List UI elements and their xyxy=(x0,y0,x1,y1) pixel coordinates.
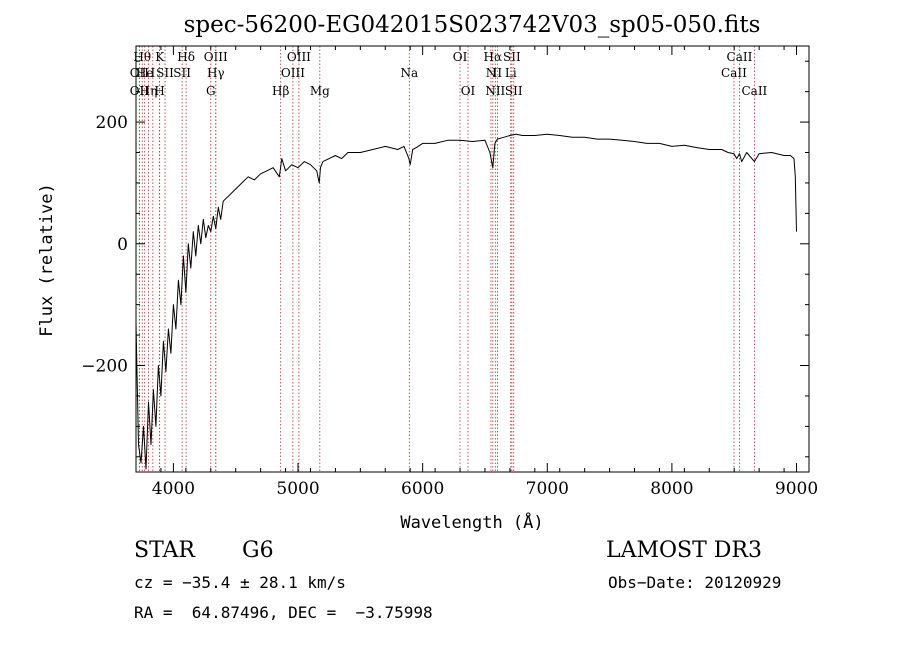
spectral-line-label: I xyxy=(150,66,155,80)
spectral-line-label: Mg xyxy=(310,84,330,98)
observation-date: Obs−Date: 20120929 xyxy=(608,573,782,592)
spectral-line-label: CaII xyxy=(721,66,747,80)
spectral-line-label: Hβ xyxy=(272,84,289,98)
spectral-line-label: Na xyxy=(400,66,418,80)
spectral-line-label: SII xyxy=(505,84,523,98)
spectral-line-label: SII xyxy=(503,50,521,64)
spectral-line-label: OIII xyxy=(287,50,311,64)
spectral-line-label: CaII xyxy=(741,84,767,98)
y-axis-label: Flux (relative) xyxy=(37,183,57,337)
x-tick-label: 8000 xyxy=(650,479,693,499)
chart-title: spec-56200-EG042015S023742V03_sp05-050.f… xyxy=(184,12,761,38)
spectral-line-label: OI xyxy=(453,50,468,64)
object-class: STAR xyxy=(134,538,195,563)
object-subclass: G6 xyxy=(242,538,274,563)
spectral-line-label: OII xyxy=(130,66,150,80)
spectral-line-label: Hγ xyxy=(207,66,225,80)
spectral-line-label: SII xyxy=(173,66,191,80)
spectral-line-label: Hη xyxy=(140,84,158,98)
spectral-line-label: K xyxy=(155,50,165,64)
spectral-line-label: SII xyxy=(156,66,174,80)
plot-frame xyxy=(135,45,810,473)
x-tick-label: 4000 xyxy=(152,479,195,499)
survey-name: LAMOST DR3 xyxy=(606,538,762,563)
spectral-line-label: Hδ xyxy=(177,50,195,64)
spectral-line-label: II xyxy=(493,66,503,80)
y-tick-label: 0 xyxy=(117,235,128,255)
x-tick-label: 5000 xyxy=(276,479,319,499)
spectrum-series-line xyxy=(135,133,797,470)
y-tick-label: 200 xyxy=(96,113,128,133)
spectral-line-label: OII xyxy=(130,84,150,98)
coordinates: RA = 64.87496, DEC = −3.75998 xyxy=(134,603,433,622)
spectral-line-label: H xyxy=(154,84,164,98)
spectral-line-label: He xyxy=(136,66,154,80)
x-tick-label: 9000 xyxy=(775,479,818,499)
spectral-line-label: OI xyxy=(461,84,476,98)
spectral-line-label: OIII xyxy=(281,66,305,80)
x-tick-label: 7000 xyxy=(526,479,569,499)
x-axis-label: Wavelength (Å) xyxy=(400,511,543,533)
spectral-line-label: G xyxy=(206,84,216,98)
x-tick-label: 6000 xyxy=(401,479,444,499)
spectral-line-label: Li xyxy=(505,66,517,80)
spectral-line-label: CaII xyxy=(727,50,753,64)
spectral-line-label: Hθ xyxy=(133,50,151,64)
spectral-line-label: N xyxy=(486,66,497,80)
spectral-line-label: Hα xyxy=(484,50,503,64)
redshift-velocity: cz = −35.4 ± 28.1 km/s xyxy=(134,573,346,592)
y-tick-label: −200 xyxy=(81,357,128,377)
spectral-line-label: NII xyxy=(485,84,505,98)
